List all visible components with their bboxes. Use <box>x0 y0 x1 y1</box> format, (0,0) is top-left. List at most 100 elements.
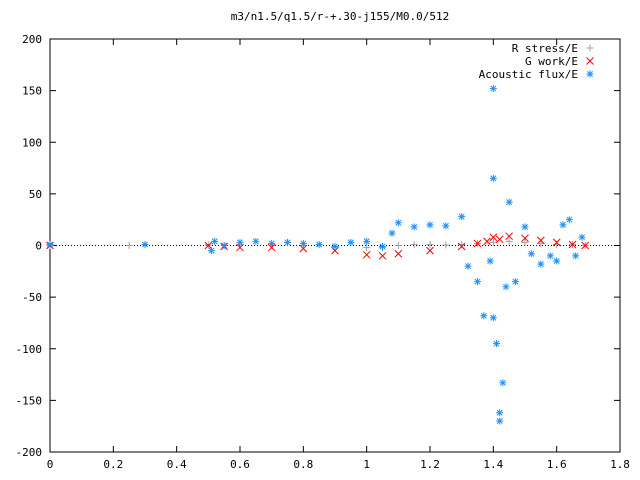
legend-label: Acoustic flux/E <box>479 68 578 81</box>
x-tick-label: 0.4 <box>167 458 187 471</box>
data-point <box>536 236 545 245</box>
data-point <box>426 246 434 255</box>
data-point <box>394 242 402 249</box>
data-point <box>362 250 371 259</box>
data-point <box>379 243 386 251</box>
data-point <box>315 240 323 248</box>
data-point <box>363 244 371 252</box>
data-point <box>208 247 215 255</box>
data-point <box>410 223 418 231</box>
data-point <box>521 238 529 246</box>
data-point <box>537 260 545 268</box>
x-tick-label: 1.4 <box>483 458 503 471</box>
data-point <box>505 198 513 206</box>
data-point <box>363 237 371 245</box>
data-point <box>236 238 244 246</box>
data-point <box>568 240 577 249</box>
data-point <box>486 257 494 265</box>
data-point <box>552 238 561 247</box>
data-point <box>458 213 466 221</box>
y-tick-label: 150 <box>22 85 42 98</box>
legend-label: R stress/E <box>512 42 578 55</box>
data-point <box>489 233 498 242</box>
data-point <box>46 240 54 248</box>
data-point <box>378 251 387 260</box>
data-point <box>442 241 450 249</box>
data-point <box>553 257 561 265</box>
data-point <box>505 237 513 245</box>
x-tick-label: 0.2 <box>103 458 123 471</box>
data-point <box>220 242 228 249</box>
data-point <box>496 417 504 425</box>
y-tick-label: 50 <box>29 188 42 201</box>
data-point <box>268 239 276 247</box>
data-point <box>512 278 519 286</box>
series-1 <box>46 232 590 260</box>
x-tick-label: 1 <box>363 458 370 471</box>
data-point <box>474 278 481 286</box>
data-point <box>252 237 260 245</box>
data-point <box>347 238 355 246</box>
data-point <box>502 283 510 291</box>
data-point <box>204 241 213 250</box>
data-point <box>521 234 529 243</box>
data-point <box>464 262 472 270</box>
data-point <box>394 249 403 258</box>
y-tick-label: -150 <box>16 394 43 407</box>
y-tick-label: -200 <box>16 446 43 459</box>
data-point <box>284 238 291 246</box>
data-point <box>537 239 545 247</box>
y-tick-label: -100 <box>16 343 43 356</box>
data-point <box>565 216 573 224</box>
x-tick-label: 0 <box>47 458 54 471</box>
data-point <box>489 174 497 182</box>
data-point <box>480 312 488 320</box>
data-point <box>442 222 450 230</box>
data-point <box>581 241 590 250</box>
data-point <box>410 240 418 248</box>
y-tick-label: 100 <box>22 136 42 149</box>
x-tick-label: 0.8 <box>293 458 313 471</box>
data-point <box>505 232 514 241</box>
data-point <box>473 239 482 248</box>
data-point <box>299 239 307 247</box>
data-point <box>388 229 396 237</box>
data-point <box>496 409 504 417</box>
data-point <box>572 252 580 260</box>
data-point <box>457 242 466 251</box>
data-point <box>495 235 504 244</box>
x-tick-label: 0.6 <box>230 458 250 471</box>
legend-marker <box>586 70 594 78</box>
data-point <box>546 252 554 260</box>
data-point <box>426 240 434 248</box>
data-point <box>499 379 507 387</box>
data-point <box>489 238 497 246</box>
legend-label: G work/E <box>525 55 578 68</box>
data-point <box>521 223 529 231</box>
data-point <box>493 340 500 348</box>
data-point <box>211 237 219 245</box>
y-tick-label: -50 <box>22 291 42 304</box>
x-tick-label: 1.6 <box>547 458 567 471</box>
x-tick-label: 1.2 <box>420 458 440 471</box>
x-tick-label: 1.8 <box>610 458 630 471</box>
data-point <box>125 242 133 249</box>
data-point <box>394 219 402 227</box>
data-point <box>527 250 535 258</box>
data-point <box>489 314 497 322</box>
data-point <box>578 233 586 241</box>
data-point <box>489 85 497 93</box>
legend-marker <box>586 44 594 52</box>
data-point <box>483 237 491 246</box>
legend-marker <box>586 57 594 65</box>
data-point <box>331 243 339 251</box>
y-tick-label: 200 <box>22 33 42 46</box>
data-point <box>141 240 149 248</box>
series-2 <box>46 85 586 425</box>
data-point <box>559 221 567 229</box>
data-point <box>426 221 434 229</box>
y-tick-label: 0 <box>35 240 42 253</box>
chart-title: m3/n1.5/q1.5/r-+.30-j155/M0.0/512 <box>231 10 450 23</box>
